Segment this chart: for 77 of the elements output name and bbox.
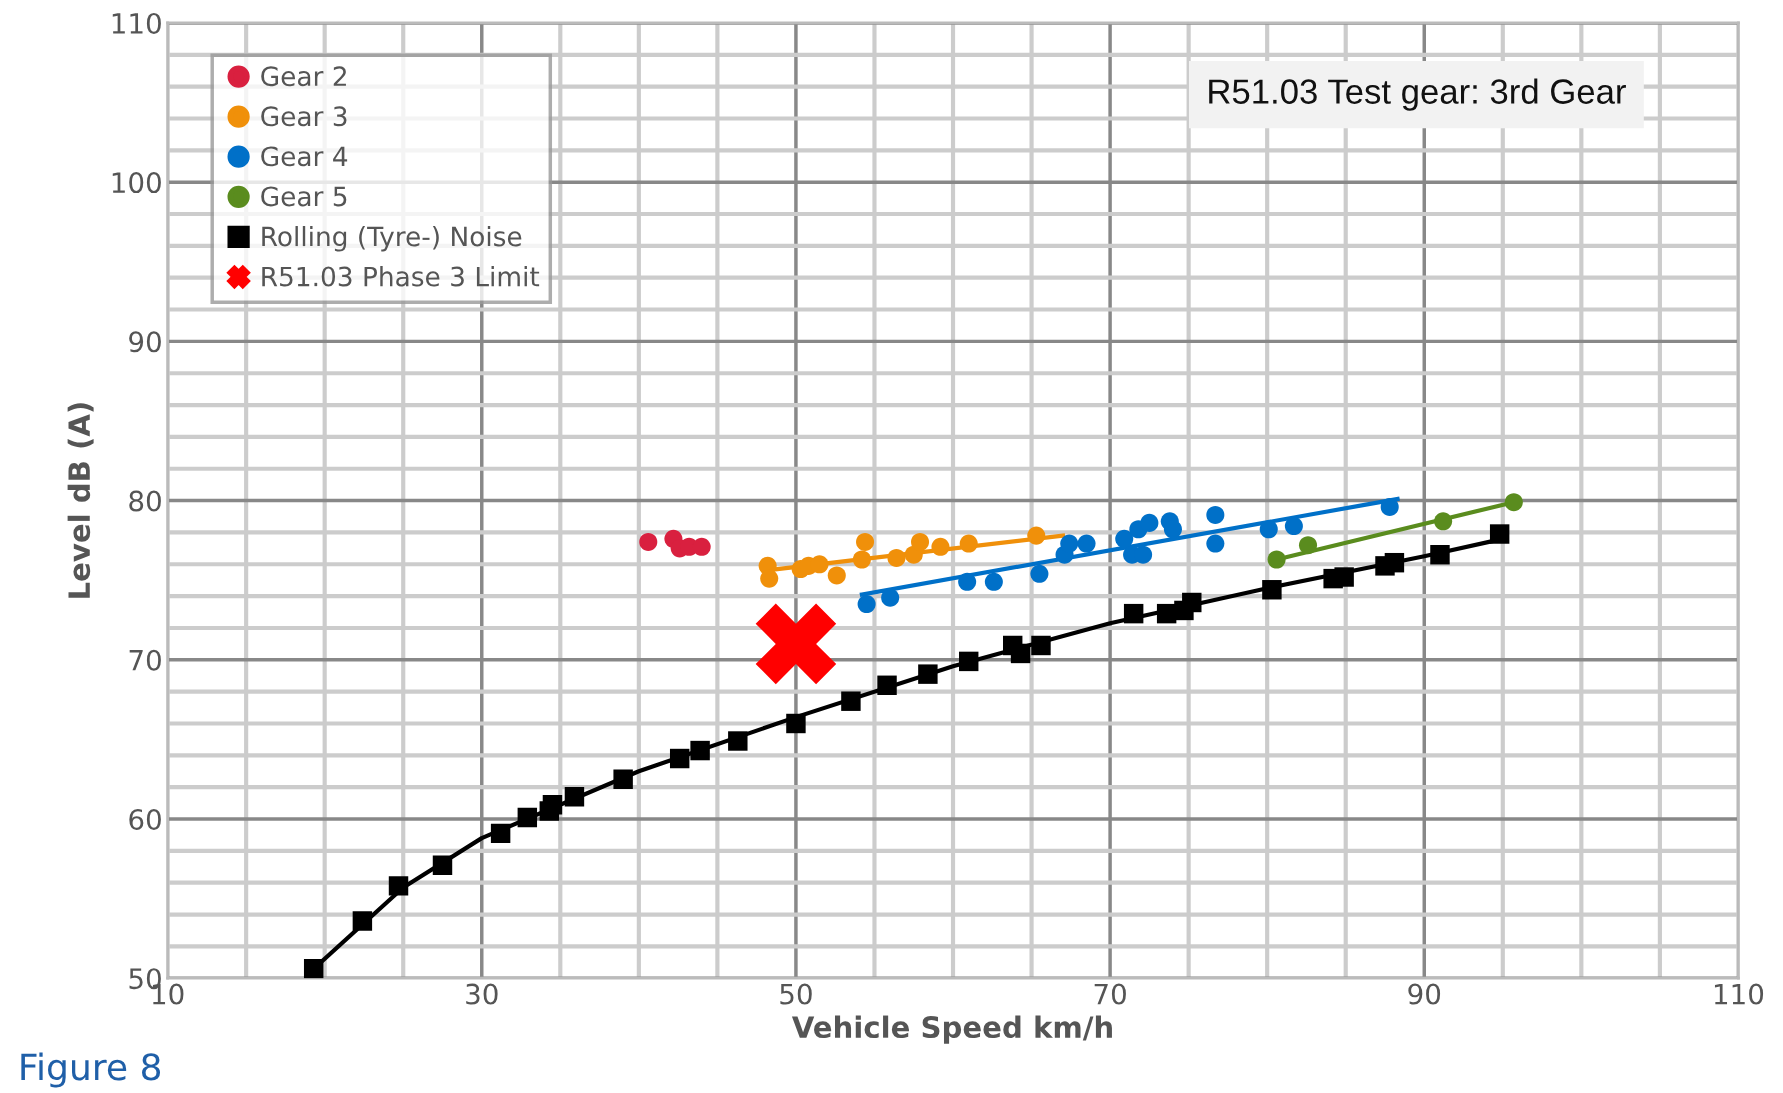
point (1489, 524, 1510, 544)
point (856, 532, 875, 552)
legend-label: Gear 4 (261, 146, 348, 167)
legend-label: Gear 5 (261, 186, 347, 207)
point (984, 572, 1003, 591)
point (1434, 512, 1453, 531)
point (918, 664, 938, 684)
point (887, 548, 906, 567)
point (542, 794, 563, 815)
point (613, 769, 633, 789)
x-tick-label: 30 (466, 983, 498, 1005)
point (1031, 635, 1051, 656)
point (958, 572, 977, 591)
y-tick-label: 90 (129, 331, 161, 353)
point (1027, 526, 1046, 545)
point (1123, 603, 1144, 624)
point (760, 569, 779, 588)
y-tick-label: 110 (112, 12, 161, 34)
point (1267, 550, 1286, 569)
point (1262, 580, 1282, 600)
point (877, 675, 897, 695)
point (517, 807, 538, 828)
point (1284, 517, 1303, 536)
point (881, 588, 900, 607)
point (1077, 534, 1096, 553)
point (1140, 513, 1159, 532)
y-tick-label: 100 (112, 172, 161, 194)
point (1010, 643, 1031, 664)
point (931, 537, 950, 556)
x-tick-label: 70 (1094, 983, 1126, 1005)
legend-label: Rolling (Tyre-) Noise (262, 226, 522, 252)
point (1060, 534, 1079, 553)
point (669, 748, 690, 769)
legend-label: Gear 3 (261, 106, 347, 127)
point (827, 566, 846, 585)
point (490, 823, 511, 844)
y-tick-label: 70 (129, 649, 161, 671)
point (352, 911, 373, 931)
y-tick-label: 80 (129, 490, 161, 512)
point (1030, 564, 1049, 583)
point (1430, 545, 1450, 565)
point (303, 958, 324, 979)
point (1206, 505, 1225, 524)
point (639, 532, 658, 552)
annotation: R51.03 Test gear: 3rd Gear (1209, 78, 1626, 111)
point (1334, 567, 1354, 587)
point (1380, 497, 1399, 516)
x-tick-label: 110 (1714, 983, 1764, 1005)
point (1259, 520, 1278, 539)
point (1206, 534, 1225, 553)
point (690, 740, 710, 761)
caption: Figure 8 (21, 1052, 161, 1088)
point (852, 550, 871, 569)
point (911, 532, 930, 552)
legend-label: R51.03 Phase 3 Limit (262, 266, 540, 287)
point (1163, 520, 1182, 539)
point (959, 651, 979, 672)
point (755, 603, 837, 685)
point (1384, 552, 1405, 573)
point (841, 691, 861, 711)
legend-label: Gear 2 (261, 66, 346, 87)
point (857, 595, 876, 614)
x-tick-label: 50 (780, 983, 812, 1005)
point (564, 787, 585, 807)
point (1504, 493, 1523, 512)
y-axis-title: Level dB (A) (67, 403, 94, 598)
point (786, 713, 806, 734)
point (1115, 529, 1134, 548)
point (388, 876, 409, 896)
point (728, 731, 748, 751)
point (959, 534, 978, 553)
x-axis-title: Vehicle Speed km/h (791, 1015, 1112, 1044)
x-tick-label: 90 (1408, 983, 1441, 1005)
point (1182, 592, 1202, 613)
point (1298, 536, 1318, 555)
point (432, 855, 453, 875)
y-tick-label: 60 (129, 808, 161, 830)
